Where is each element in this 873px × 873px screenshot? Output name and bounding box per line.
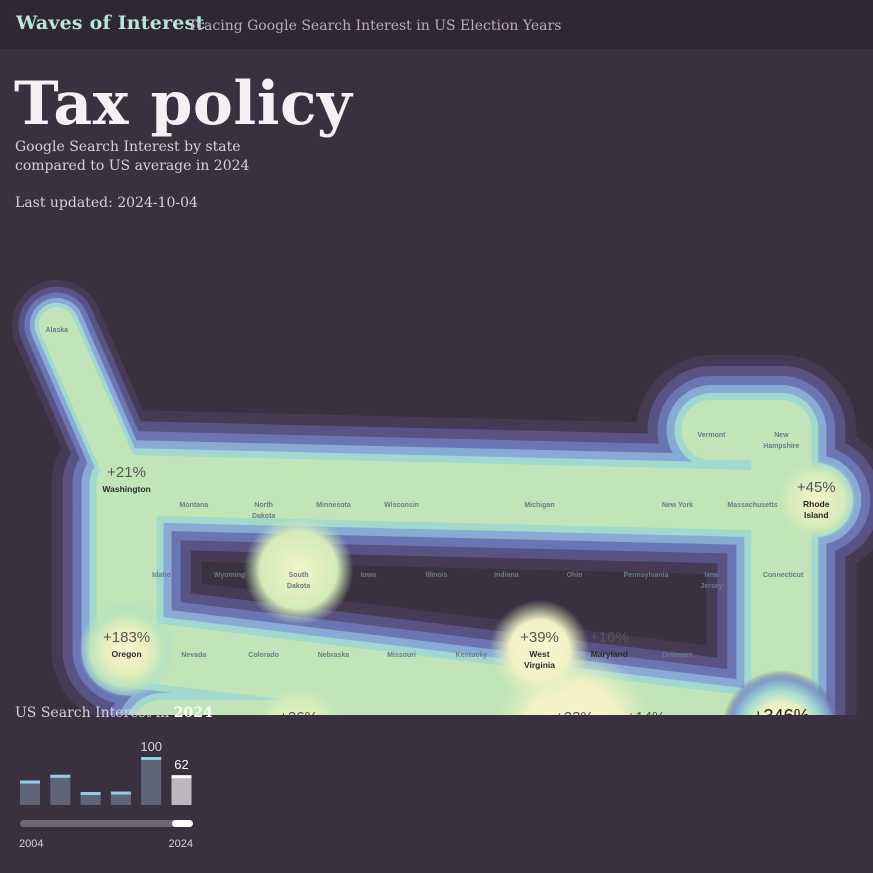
state-name-label: Michigan bbox=[524, 502, 554, 509]
bar-cap-2016 bbox=[110, 791, 131, 795]
state-name-label: Wisconsin bbox=[384, 502, 419, 509]
tagline: Tracing Google Search Interest in US Ele… bbox=[188, 18, 562, 34]
bar-cap-2008 bbox=[50, 774, 71, 778]
state-name-label: Illinois bbox=[425, 572, 447, 579]
state-name-label: Nebraska bbox=[318, 652, 350, 659]
bar-cap-2020 bbox=[141, 757, 162, 760]
bar-2004 bbox=[20, 780, 40, 805]
state-name-label: Dakota bbox=[287, 583, 310, 590]
map-ring-segment bbox=[96, 620, 808, 715]
hot-spot bbox=[489, 600, 590, 700]
state-name-label: Ohio bbox=[566, 572, 582, 579]
state-value-label: +16% bbox=[590, 629, 629, 646]
bar-2024 bbox=[171, 775, 192, 805]
state-name-label: Idaho bbox=[152, 572, 171, 579]
search-interest-bar-chart: 100 62 2004 2024 bbox=[19, 739, 193, 850]
last-updated: Last updated: 2024-10-04 bbox=[15, 195, 198, 211]
year-slider-handle[interactable] bbox=[172, 820, 193, 827]
state-name-label: New bbox=[774, 432, 789, 439]
state-name-label: Dakota bbox=[252, 513, 275, 520]
subtitle-line-1: Google Search Interest by state bbox=[15, 139, 241, 155]
state-value-label: +39% bbox=[520, 629, 559, 646]
subtitle-line-2: compared to US average in 2024 bbox=[15, 158, 250, 174]
histogram-x-start-label: 2004 bbox=[19, 838, 43, 850]
state-value-label: +23% bbox=[555, 709, 594, 715]
state-name-label: Hampshire bbox=[763, 443, 799, 450]
state-name-label: Minnesota bbox=[316, 502, 351, 509]
state-name-label: Wyoming bbox=[214, 572, 245, 579]
state-name-label: Alaska bbox=[45, 327, 68, 334]
bar-cap-2024 bbox=[171, 775, 192, 779]
state-name-label: Oregon bbox=[111, 649, 141, 659]
page-title: Tax policy bbox=[14, 69, 353, 139]
state-name-label: West bbox=[529, 649, 549, 659]
state-name-label: Virginia bbox=[524, 660, 555, 670]
map-layers bbox=[11, 280, 873, 715]
bar-2008 bbox=[50, 774, 71, 805]
state-value-label: +45% bbox=[797, 479, 836, 496]
state-name-label: North bbox=[254, 502, 273, 509]
histogram-title-year: 2024 bbox=[173, 705, 213, 721]
page-subtitle: Google Search Interest by state compared… bbox=[15, 138, 275, 176]
bar-cap-2012 bbox=[80, 792, 101, 796]
bar-label-2024: 62 bbox=[174, 757, 188, 772]
top-bar: Waves of Interest Tracing Google Search … bbox=[0, 0, 873, 49]
state-value-label: +21% bbox=[107, 464, 146, 481]
state-value-label: +14% bbox=[627, 709, 666, 715]
hot-spot bbox=[256, 685, 341, 715]
histogram-title-prefix: US Search Interest in bbox=[15, 705, 170, 721]
bar-2020 bbox=[141, 757, 162, 805]
state-name-label: Colorado bbox=[248, 652, 279, 659]
histogram-bars: 100 62 bbox=[20, 739, 192, 805]
state-value-label: +346% bbox=[753, 706, 810, 715]
map-ring-segment bbox=[38, 307, 145, 503]
state-value-label: +183% bbox=[103, 629, 150, 646]
state-name-label: New York bbox=[662, 502, 693, 509]
state-name-label: Pennsylvania bbox=[624, 572, 669, 579]
state-name-label: Kentucky bbox=[456, 652, 488, 659]
hot-spot bbox=[776, 460, 857, 540]
state-name-label: Rhode bbox=[803, 499, 830, 509]
map-labels: +21% Washington Montana North Dakota Minnesot… bbox=[45, 327, 835, 715]
state-name-label: Jersey bbox=[700, 583, 722, 590]
state-name-label: Connecticut bbox=[763, 572, 804, 579]
state-name-label: Vermont bbox=[697, 432, 726, 439]
bar-2012 bbox=[80, 792, 101, 805]
state-name-label: Indiana bbox=[494, 572, 519, 579]
state-name-label: South bbox=[289, 572, 309, 579]
state-name-label: Iowa bbox=[361, 572, 377, 579]
bar-label-2020: 100 bbox=[140, 739, 162, 754]
bar-cap-2004 bbox=[20, 780, 40, 784]
brand-title[interactable]: Waves of Interest bbox=[16, 12, 205, 34]
state-name-label: New bbox=[704, 572, 719, 579]
histogram-x-end-label: 2024 bbox=[169, 838, 193, 850]
hot-spot bbox=[723, 670, 840, 715]
state-value-label: +26% bbox=[279, 709, 318, 715]
state-name-label: Island bbox=[804, 510, 829, 520]
histogram-title: US Search Interest in 2024 bbox=[15, 705, 213, 721]
map-ring-segment bbox=[96, 455, 783, 530]
state-name-label: Washington bbox=[102, 484, 150, 494]
state-name-label: Massachusetts bbox=[727, 502, 777, 509]
state-name-label: Delaware bbox=[662, 652, 693, 659]
hot-spot bbox=[78, 602, 175, 698]
state-name-label: Montana bbox=[179, 502, 208, 509]
bar-2016 bbox=[110, 791, 131, 805]
state-name-label: Nevada bbox=[181, 652, 206, 659]
state-name-label: Maryland bbox=[591, 649, 628, 659]
state-name-label: Missouri bbox=[387, 652, 416, 659]
state-interest-heatmap: +21% Washington Montana North Dakota Minnesot… bbox=[11, 280, 873, 715]
hot-spot bbox=[243, 515, 354, 625]
year-slider-track[interactable] bbox=[20, 820, 192, 827]
